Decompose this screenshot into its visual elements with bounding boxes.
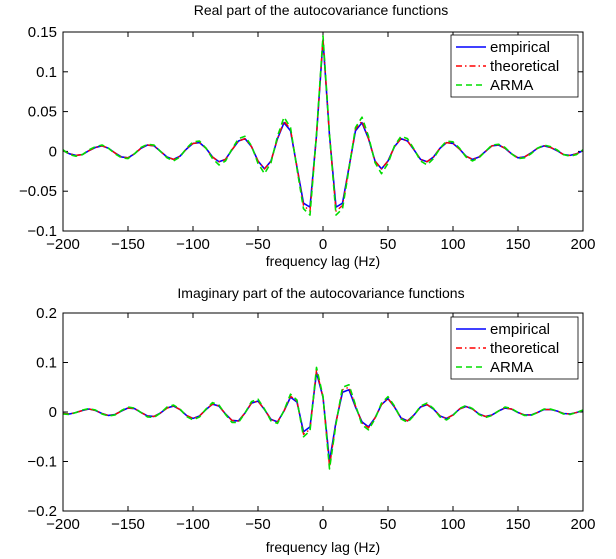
x-tick-label: −50 — [245, 236, 270, 253]
x-tick-label: 50 — [380, 516, 397, 533]
y-tick-label: −0.05 — [19, 183, 57, 200]
y-tick-label: −0.1 — [27, 454, 57, 471]
chart-title: Real part of the autocovariance function… — [194, 2, 449, 18]
legend-label-arma: ARMA — [490, 77, 533, 94]
x-tick-label: 0 — [319, 516, 327, 533]
imaginary-part-panel: Imaginary part of the autocovariance fun… — [27, 285, 595, 555]
series-lines — [62, 35, 584, 216]
plot-frame — [62, 31, 584, 232]
y-tick-label: 0.05 — [28, 104, 57, 121]
x-tick-label: −150 — [111, 236, 145, 253]
legend-label-empirical: empirical — [490, 39, 550, 56]
plot-frame — [62, 312, 584, 512]
x-tick-label: −100 — [176, 236, 210, 253]
legend-label-theoretical: theoretical — [490, 58, 559, 75]
legend: empirical theoretical ARMA — [450, 316, 579, 380]
y-tick-label: 0 — [49, 143, 57, 160]
x-tick-label: −150 — [111, 516, 145, 533]
x-axis-ticks: −200 −150 −100 −50 0 50 100 150 200 — [46, 313, 596, 533]
x-tick-label: −200 — [46, 236, 80, 253]
x-axis-label: frequency lag (Hz) — [266, 253, 380, 269]
x-tick-label: 100 — [440, 516, 465, 533]
x-tick-label: 200 — [570, 236, 595, 253]
x-tick-label: 200 — [570, 516, 595, 533]
real-part-panel: Real part of the autocovariance function… — [19, 2, 595, 269]
x-tick-label: 100 — [440, 236, 465, 253]
legend-label-empirical: empirical — [490, 321, 550, 338]
series-line-arma — [62, 366, 584, 470]
legend-label-arma: ARMA — [490, 359, 533, 376]
chart-title: Imaginary part of the autocovariance fun… — [177, 285, 464, 301]
x-tick-label: 150 — [505, 516, 530, 533]
y-tick-label: −0.2 — [27, 503, 57, 520]
x-axis-label: frequency lag (Hz) — [266, 539, 380, 555]
x-tick-label: 50 — [380, 236, 397, 253]
x-tick-label: −200 — [46, 516, 80, 533]
legend-label-theoretical: theoretical — [490, 340, 559, 357]
y-tick-label: 0.1 — [36, 355, 57, 372]
y-axis-ticks: −0.1 −0.05 0 0.05 0.1 0.15 — [19, 24, 583, 240]
y-tick-label: 0.2 — [36, 305, 57, 322]
x-tick-label: 0 — [319, 236, 327, 253]
series-line-arma — [62, 35, 584, 216]
x-tick-label: −100 — [176, 516, 210, 533]
y-tick-label: 0.1 — [36, 64, 57, 81]
y-axis-ticks: −0.2 −0.1 0 0.1 0.2 — [27, 305, 583, 520]
legend: empirical theoretical ARMA — [450, 34, 579, 98]
y-tick-label: −0.1 — [27, 223, 57, 240]
y-tick-label: 0.15 — [28, 24, 57, 41]
x-tick-label: 150 — [505, 236, 530, 253]
x-tick-label: −50 — [245, 516, 270, 533]
y-tick-label: 0 — [49, 404, 57, 421]
series-lines — [62, 366, 584, 470]
x-axis-ticks: −200 −150 −100 −50 0 50 100 150 200 — [46, 32, 596, 253]
